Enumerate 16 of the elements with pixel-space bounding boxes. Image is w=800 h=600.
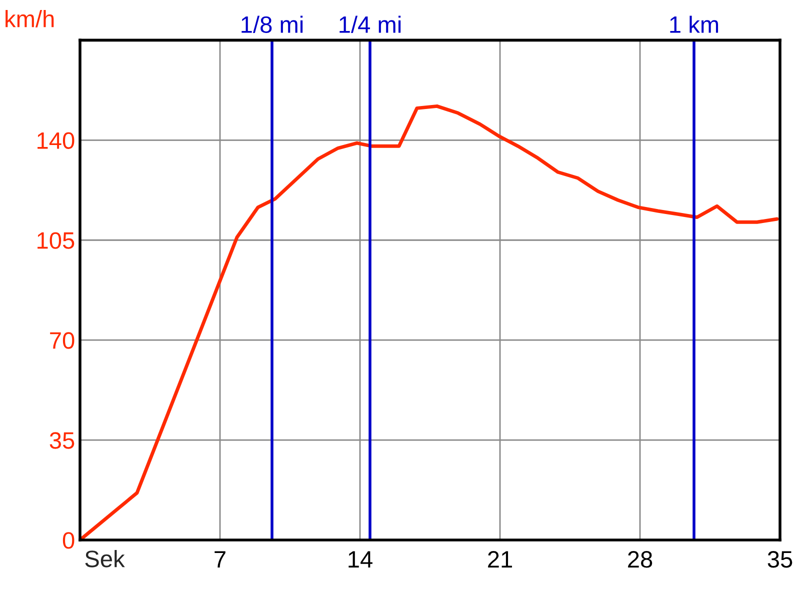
y-tick-label: 140: [38, 132, 74, 149]
x-tick-label: 21: [488, 551, 512, 568]
ref-line-label: 1 km: [670, 16, 718, 33]
ref-line-label: 1/8 mi: [242, 16, 303, 34]
y-tick-label: 70: [50, 332, 74, 349]
y-axis-title: km/h: [6, 10, 54, 28]
x-tick-label: 7: [214, 551, 226, 568]
x-tick-label: 14: [348, 551, 372, 568]
x-tick-label: 35: [768, 551, 792, 568]
x-axis-title: Sek: [85, 550, 125, 568]
x-tick-label: 28: [628, 551, 652, 568]
ref-line-label: 1/4 mi: [340, 16, 401, 34]
y-tick-label: 35: [50, 432, 74, 449]
line-series: [80, 104, 779, 540]
y-tick-label: 105: [38, 232, 74, 249]
y-tick-label: 0: [62, 532, 74, 549]
